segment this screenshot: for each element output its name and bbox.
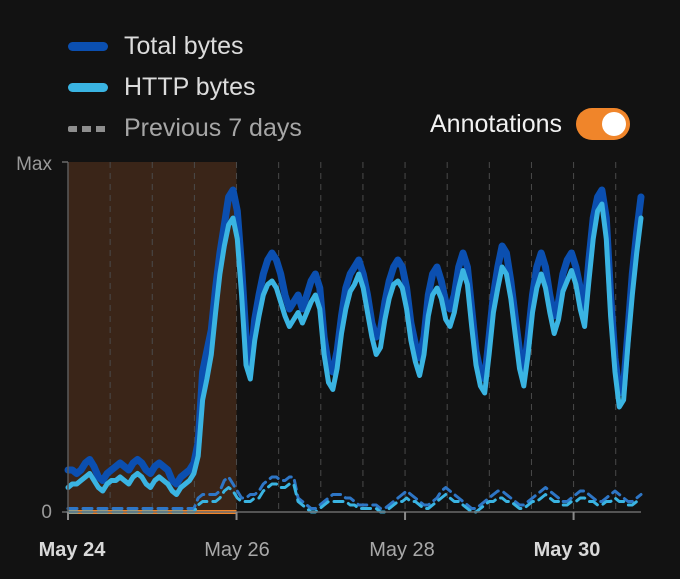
legend-item-http-bytes[interactable]: HTTP bytes: [68, 67, 302, 108]
legend-label-total-bytes: Total bytes: [124, 32, 244, 60]
legend-swatch-previous-7-days: [68, 125, 108, 132]
y-tick-zero: 0: [41, 502, 52, 523]
annotations-label: Annotations: [430, 109, 563, 138]
axes: [62, 161, 641, 520]
x-tick-may-26: May 26: [204, 539, 270, 561]
annotations-toggle-knob: [602, 112, 627, 136]
legend-item-total-bytes[interactable]: Total bytes: [68, 26, 302, 67]
legend-label-http-bytes: HTTP bytes: [124, 73, 256, 101]
legend-label-previous-7-days: Previous 7 days: [124, 114, 302, 142]
chart-legend: Total bytes HTTP bytes Previous 7 days: [68, 26, 302, 149]
y-tick-max: Max: [16, 154, 52, 175]
series-line-total-bytes[interactable]: [64, 186, 645, 488]
x-tick-may-24: May 24: [39, 539, 107, 561]
x-tick-may-30: May 30: [534, 539, 601, 561]
series-line-previous-7-days-total[interactable]: [66, 475, 643, 510]
annotations-toggle[interactable]: [576, 108, 631, 140]
x-tick-may-28: May 28: [369, 539, 435, 561]
series-line-http-bytes[interactable]: [65, 201, 644, 497]
legend-swatch-http-bytes: [68, 83, 108, 92]
legend-swatch-total-bytes: [68, 42, 108, 51]
legend-item-previous-7-days[interactable]: Previous 7 days: [68, 108, 302, 149]
annotations-control: Annotations: [430, 108, 631, 140]
